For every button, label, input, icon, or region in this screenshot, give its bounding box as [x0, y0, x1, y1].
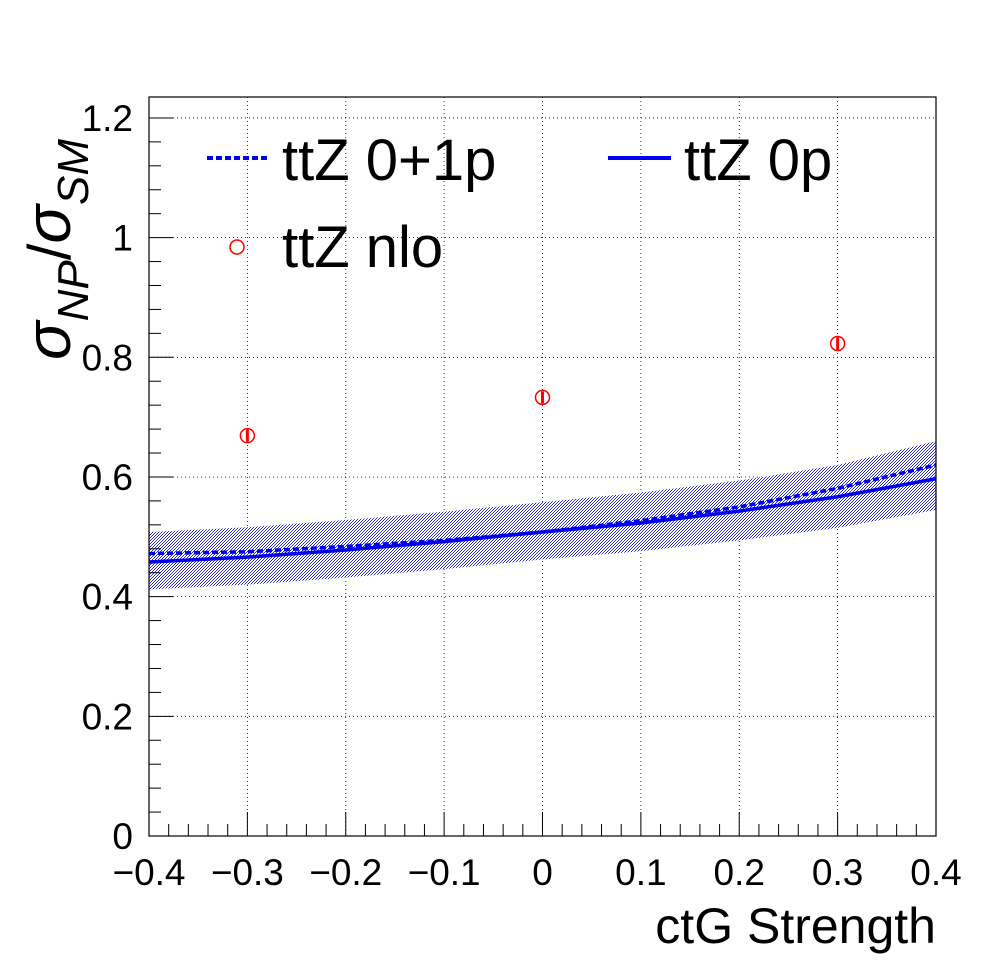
legend-label-ttz-0p: ttZ 0p [684, 128, 832, 193]
grid [149, 97, 936, 836]
y-tick-labels: 0 0.2 0.4 0.6 0.8 1 1.2 [82, 98, 133, 857]
x-axis-label: ctG Strength [655, 898, 936, 954]
data-point-ttz-nlo [829, 335, 846, 352]
y-label-sigma-np: σ [12, 319, 84, 360]
uncertainty-band-area [149, 441, 936, 590]
x-tick-label: −0.3 [211, 852, 284, 893]
y-label-sigma-sm: σ [12, 203, 84, 244]
x-tick-label: −0.2 [309, 852, 382, 893]
legend-label-ttz-0plus1p: ttZ 0+1p [282, 128, 496, 193]
x-tick-label: 0.4 [910, 852, 961, 893]
series-line-ttz-0plus1p [148, 463, 937, 556]
legend-swatch-ttz-nlo [229, 239, 245, 255]
legend-label-ttz-nlo: ttZ nlo [282, 215, 443, 280]
y-tick-label: 1.2 [82, 98, 133, 139]
x-tick-label: −0.4 [112, 852, 185, 893]
y-tick-label: 0.4 [82, 577, 133, 618]
x-tick-label: 0 [532, 852, 553, 893]
y-tick-label: 0.8 [82, 337, 133, 378]
y-label-sub-np: NP [49, 260, 98, 322]
y-label-slash: / [16, 243, 83, 260]
x-tick-label: 0.3 [812, 852, 863, 893]
y-tick-label: 0 [112, 816, 133, 857]
y-label-sub-sm: SM [49, 139, 98, 205]
series-lines [148, 463, 937, 564]
data-point-ttz-nlo [239, 427, 256, 444]
data-point-ttz-nlo [534, 389, 551, 406]
y-axis-label: σNP/σSM [12, 139, 98, 360]
series-markers [239, 335, 846, 444]
axis-ticks [148, 117, 937, 837]
x-tick-label: −0.1 [408, 852, 481, 893]
series-line-ttz-0p [148, 477, 937, 564]
y-tick-label: 0.6 [82, 457, 133, 498]
uncertainty-band [149, 441, 936, 590]
x-tick-label: 0.2 [714, 852, 765, 893]
legend: ttZ 0+1p ttZ 0p ttZ nlo [207, 128, 832, 280]
y-tick-label: 1 [112, 218, 133, 259]
x-tick-labels: −0.4 −0.3 −0.2 −0.1 0 0.1 0.2 0.3 0.4 [112, 852, 961, 893]
x-tick-label: 0.1 [615, 852, 666, 893]
y-tick-label: 0.2 [82, 696, 133, 737]
